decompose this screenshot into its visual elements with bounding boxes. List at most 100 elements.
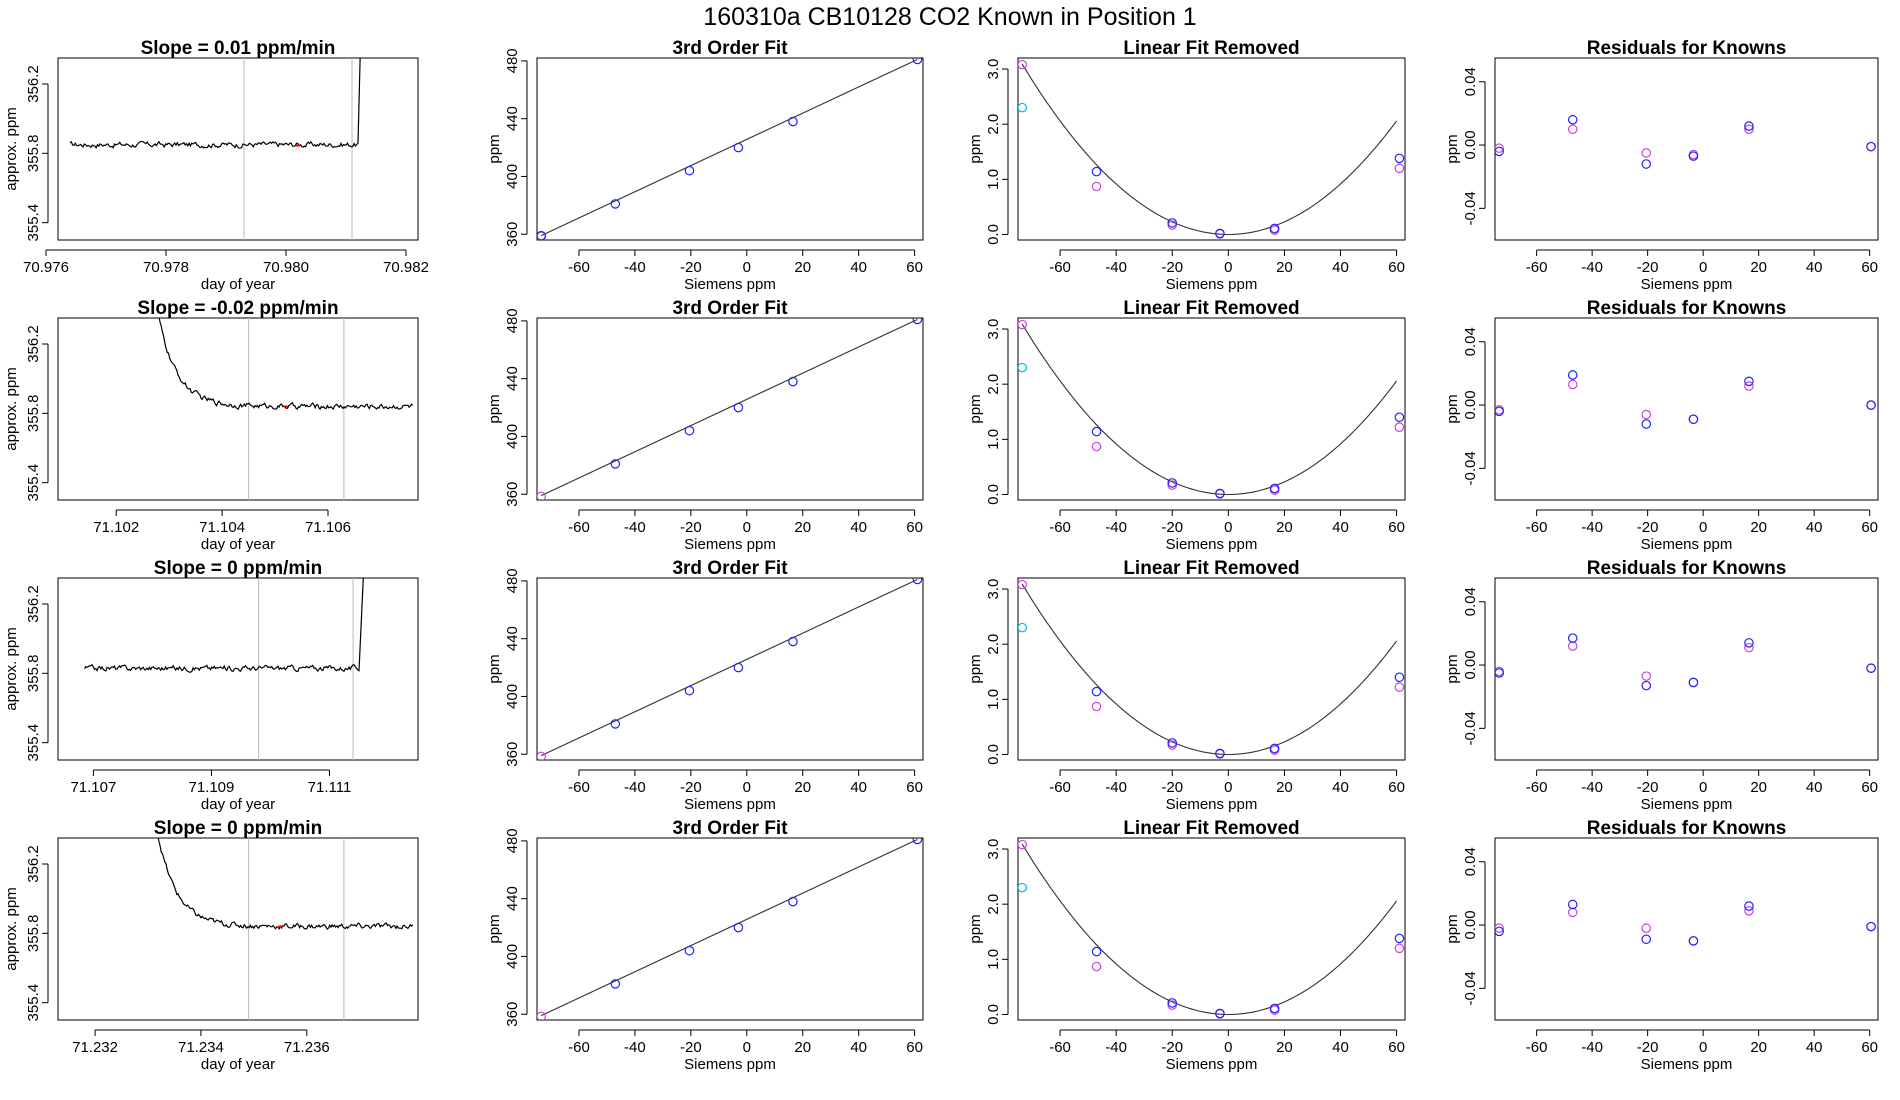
y-tick-label: 0.0 xyxy=(985,224,1002,245)
x-tick-label: 40 xyxy=(850,779,867,796)
trace-line xyxy=(84,578,364,673)
x-tick-label: 20 xyxy=(794,259,811,276)
fit-line xyxy=(540,578,918,757)
resid-point-blue xyxy=(1495,926,1504,937)
fit-point-blue xyxy=(733,922,744,933)
y-tick-label: -0.04 xyxy=(1462,971,1479,1005)
linear-point-magenta xyxy=(1018,579,1028,590)
y-tick-label: 400 xyxy=(504,424,521,449)
fit-point-blue xyxy=(610,199,621,209)
x-tick-label: 20 xyxy=(1276,1039,1293,1056)
x-tick-label: 20 xyxy=(1276,779,1293,796)
fit-point-blue xyxy=(733,662,744,673)
resid-point-blue xyxy=(1866,400,1876,410)
linear-point-cyan xyxy=(1018,882,1028,893)
resid-point-blue xyxy=(1744,638,1754,648)
y-tick-label: 400 xyxy=(504,164,521,189)
y-tick-label: 2.0 xyxy=(985,114,1002,135)
x-tick-label: -40 xyxy=(1581,259,1603,276)
x-tick-label: 40 xyxy=(850,259,867,276)
panel-title: 3rd Order Fit xyxy=(672,298,788,319)
y-axis-label: ppm xyxy=(1444,654,1461,683)
linear-point-cyan xyxy=(1018,622,1028,633)
linear-point-magenta xyxy=(1394,422,1405,432)
y-tick-label: 0.00 xyxy=(1462,650,1479,679)
linear-point-blue xyxy=(1167,738,1178,748)
x-tick-label: 0 xyxy=(743,1039,751,1056)
plot-area xyxy=(69,58,361,240)
x-tick-label: -40 xyxy=(624,519,646,536)
panel-title: Residuals for Knowns xyxy=(1587,818,1787,839)
x-tick-label: 71.102 xyxy=(93,519,139,536)
y-tick-label: 1.0 xyxy=(985,169,1002,190)
x-tick-label: 0 xyxy=(1699,519,1707,536)
plot-area xyxy=(1018,839,1405,1019)
panel-title: 3rd Order Fit xyxy=(672,558,788,579)
x-tick-label: -40 xyxy=(624,1039,646,1056)
x-tick-label: -20 xyxy=(1637,779,1659,796)
resid-point-blue xyxy=(1744,376,1754,387)
x-tick-label: -60 xyxy=(1526,259,1548,276)
y-tick-label: 1.0 xyxy=(985,429,1002,450)
y-tick-label: 355.8 xyxy=(25,915,42,953)
linear-point-magenta xyxy=(1394,163,1405,174)
resid-point-magenta xyxy=(1641,671,1652,681)
y-axis-label: ppm xyxy=(1444,134,1461,163)
resid-point-magenta xyxy=(1567,124,1578,135)
fit-point-blue xyxy=(912,838,923,845)
resid-point-magenta xyxy=(1641,148,1652,158)
y-tick-label: 356.2 xyxy=(25,65,42,103)
resid-point-magenta xyxy=(1567,379,1578,390)
resid-point-magenta xyxy=(1744,381,1754,391)
y-tick-label: 355.4 xyxy=(25,204,42,242)
plot-frame xyxy=(536,577,924,761)
linear-point-cyan xyxy=(1018,102,1028,113)
resid-point-blue xyxy=(1567,633,1578,643)
resid-point-blue xyxy=(1641,419,1652,429)
linear-point-blue xyxy=(1269,743,1280,754)
resid-point-blue xyxy=(1866,141,1876,152)
quadratic-curve xyxy=(1021,63,1398,236)
y-tick-label: 0.0 xyxy=(985,744,1002,765)
plot-frame xyxy=(1494,577,1879,761)
resid-point-magenta xyxy=(1567,641,1578,651)
y-tick-label: 3.0 xyxy=(985,839,1002,860)
plot-area xyxy=(537,58,923,240)
x-tick-label: 20 xyxy=(794,1039,811,1056)
x-axis-label: day of year xyxy=(201,276,275,293)
plot-area xyxy=(1495,114,1876,169)
plot-frame xyxy=(1017,317,1406,501)
plot-area xyxy=(84,578,364,760)
fit-point-blue xyxy=(610,459,621,469)
y-axis-label: approx. ppm xyxy=(3,887,20,970)
linear-point-blue xyxy=(1269,223,1280,234)
plot-frame xyxy=(1017,837,1406,1021)
resid-point-magenta xyxy=(1744,905,1754,916)
quadratic-curve xyxy=(1021,843,1398,1016)
x-axis-label: Siemens ppm xyxy=(684,796,776,813)
x-tick-label: -40 xyxy=(1105,519,1127,536)
row-4: Slope = 0 ppm/min 71.232 71.234 71.236 day o… xyxy=(3,818,1879,1073)
y-tick-label: -0.04 xyxy=(1462,711,1479,745)
resid-point-blue xyxy=(1495,146,1504,157)
linear-point-magenta xyxy=(1091,181,1102,192)
x-tick-label: 20 xyxy=(1750,259,1767,276)
x-tick-label: 60 xyxy=(1861,779,1878,796)
plot-area xyxy=(1495,899,1876,946)
resid-point-blue xyxy=(1641,159,1652,169)
resid-point-blue xyxy=(1688,936,1699,946)
plot-area xyxy=(1018,319,1405,499)
x-tick-label: -20 xyxy=(1637,259,1659,276)
linear-point-magenta xyxy=(1394,943,1405,954)
y-tick-label: 355.8 xyxy=(25,395,42,433)
x-tick-label: -40 xyxy=(624,259,646,276)
quadratic-curve xyxy=(1021,583,1398,756)
linear-point-magenta xyxy=(1091,701,1102,712)
x-axis-label: day of year xyxy=(201,536,275,553)
panel-title: Residuals for Knowns xyxy=(1587,558,1787,579)
resid-point-blue xyxy=(1866,921,1876,932)
linear-point-blue xyxy=(1394,933,1405,944)
row-2: Slope = -0.02 ppm/min 71.102 71.104 71.106 d… xyxy=(3,298,1879,553)
